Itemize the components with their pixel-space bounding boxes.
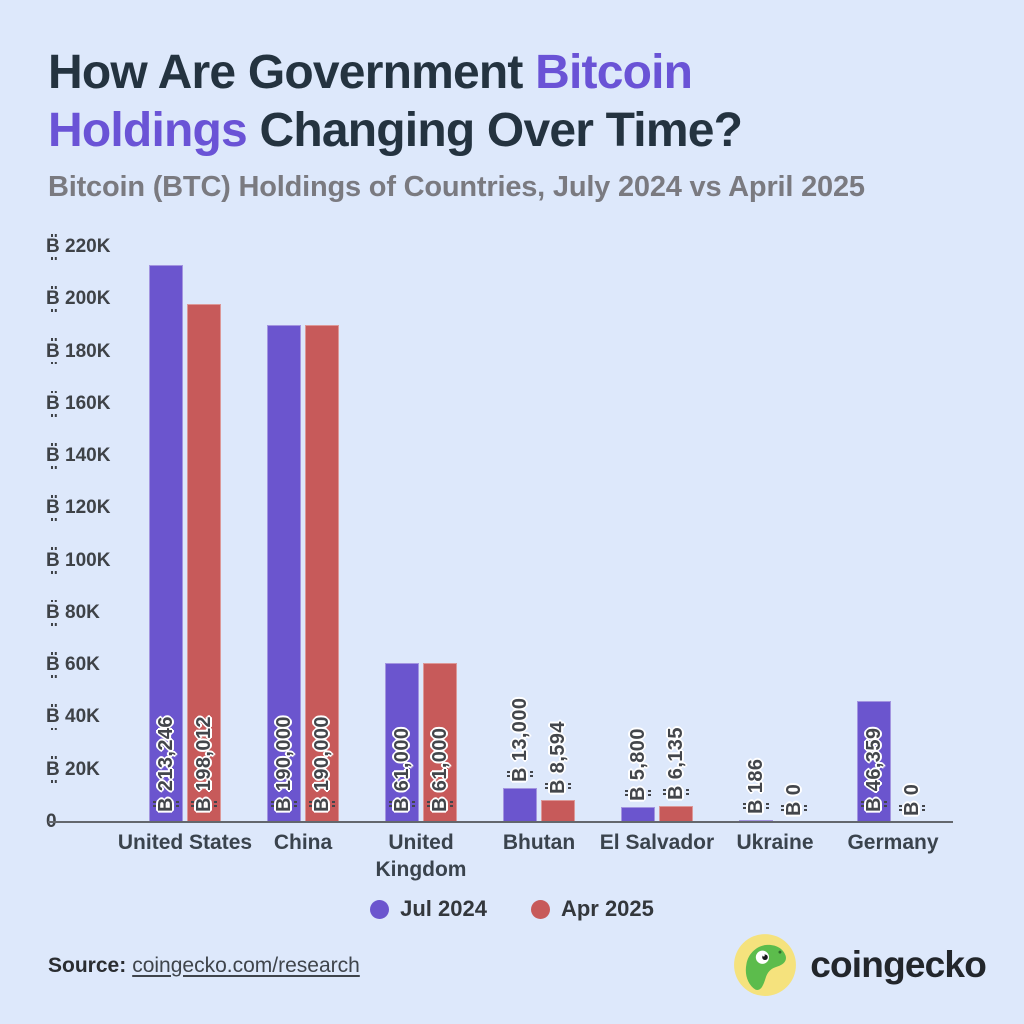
- y-tick-60k: B 60K: [46, 651, 100, 679]
- bitcoin-symbol-icon: B: [46, 651, 60, 679]
- legend-item-jul-2024: Jul 2024: [370, 896, 487, 922]
- y-tick-120k: B 120K: [46, 495, 111, 522]
- source-label: Source:: [48, 954, 127, 977]
- y-tick-20k: B 20K: [46, 756, 100, 783]
- bitcoin-symbol-icon: B: [863, 797, 885, 812]
- bitcoin-symbol-icon: B: [745, 799, 767, 814]
- legend-label-jul-2024: Jul 2024: [400, 896, 487, 921]
- bitcoin-symbol-icon: B: [193, 797, 215, 812]
- legend-dot-jul-2024: [370, 899, 390, 919]
- bitcoin-symbol-icon: B: [155, 797, 177, 812]
- value-label-apr-2025-ukraine: B 0: [783, 783, 805, 816]
- y-tick-220k: B 220K: [46, 233, 111, 260]
- title-dark-1: How Are Government: [48, 46, 523, 99]
- value-label-apr-2025-china: B 190,000: [311, 716, 333, 812]
- bar-apr-2025-china: [305, 325, 339, 822]
- x-label-ukraine: Ukraine: [736, 831, 814, 854]
- bitcoin-symbol-icon: B: [46, 704, 60, 731]
- y-tick-160k: B 160K: [46, 390, 111, 417]
- value-label-jul-2024-bhutan: B 13,000: [509, 697, 531, 783]
- y-tick-80k: B 80K: [46, 599, 100, 626]
- x-label-china: China: [273, 831, 333, 854]
- x-label-germany: Germany: [847, 831, 939, 854]
- bitcoin-symbol-icon: B: [46, 495, 60, 522]
- bar-jul-2024-united-states: [149, 264, 183, 822]
- y-tick-40k: B 40K: [46, 704, 100, 731]
- bitcoin-symbol-icon: B: [46, 756, 60, 783]
- chart-subtitle: Bitcoin (BTC) Holdings of Countries, Jul…: [48, 171, 865, 204]
- page-title: How Are Government Bitcoin Holdings Chan…: [48, 44, 993, 159]
- value-label-jul-2024-ukraine: B 186: [745, 758, 767, 814]
- bitcoin-symbol-icon: B: [311, 797, 333, 812]
- bitcoin-symbol-icon: B: [783, 801, 805, 816]
- value-label-apr-2025-united-kingdom: B 61,000: [429, 727, 451, 812]
- x-label-united-kingdom: United Kingdom: [375, 831, 467, 881]
- bitcoin-symbol-icon: B: [46, 338, 60, 365]
- bitcoin-symbol-icon: B: [46, 599, 60, 626]
- bitcoin-symbol-icon: B: [46, 547, 60, 574]
- bar-apr-2025-bhutan: [541, 799, 575, 822]
- value-label-jul-2024-china: B 190,000: [273, 716, 295, 812]
- chart-legend: Jul 2024 Apr 2025: [0, 896, 1024, 922]
- coingecko-logo-icon: [734, 934, 797, 996]
- value-label-apr-2025-el-salvador: B 6,135: [665, 727, 687, 800]
- x-label-bhutan: Bhutan: [502, 831, 576, 854]
- brand-name: coingecko: [810, 944, 987, 985]
- legend-label-apr-2025: Apr 2025: [560, 896, 654, 921]
- x-label-united-states: United States: [117, 831, 253, 854]
- bar-jul-2024-china: [267, 325, 301, 822]
- source-link[interactable]: coingecko.com/research: [132, 954, 360, 977]
- bitcoin-symbol-icon: B: [627, 785, 649, 801]
- title-dark-2: Changing Over Time?: [259, 103, 743, 157]
- y-tick-100k: B 100K: [46, 547, 111, 574]
- value-label-jul-2024-united-states: B 213,246: [155, 716, 177, 812]
- bitcoin-symbol-icon: B: [46, 390, 60, 417]
- bitcoin-symbol-icon: B: [46, 285, 60, 313]
- brand-lockup: coingecko: [732, 932, 987, 998]
- bitcoin-symbol-icon: B: [46, 442, 60, 469]
- value-label-apr-2025-germany: B 0: [901, 783, 923, 816]
- y-tick-140k: B 140K: [46, 442, 111, 469]
- y-tick-200k: B 200K: [46, 285, 111, 313]
- value-label-apr-2025-united-states: B 198,012: [193, 716, 215, 812]
- x-label-el-salvador: El Salvador: [599, 831, 715, 854]
- bitcoin-symbol-icon: B: [46, 233, 60, 260]
- bitcoin-symbol-icon: B: [429, 797, 451, 812]
- x-axis-line: [48, 821, 953, 823]
- value-label-jul-2024-germany: B 46,359: [863, 727, 885, 812]
- bitcoin-symbol-icon: B: [391, 797, 413, 812]
- title-purple-1: Bitcoin: [535, 46, 693, 99]
- bitcoin-symbol-icon: B: [547, 778, 569, 794]
- source-line: Source: coingecko.com/research: [48, 954, 360, 978]
- bar-jul-2024-bhutan: [503, 788, 537, 822]
- bitcoin-symbol-icon: B: [665, 785, 687, 800]
- bitcoin-symbol-icon: B: [509, 767, 531, 783]
- title-purple-2: Holdings: [48, 103, 248, 157]
- bar-jul-2024-el-salvador: [621, 806, 655, 822]
- y-tick-180k: B 180K: [46, 338, 111, 365]
- value-label-jul-2024-united-kingdom: B 61,000: [391, 727, 413, 812]
- value-label-jul-2024-el-salvador: B 5,800: [627, 727, 649, 801]
- legend-item-apr-2025: Apr 2025: [530, 896, 654, 922]
- bar-jul-2024-united-kingdom: [385, 662, 419, 822]
- header: How Are Government Bitcoin Holdings Chan…: [48, 44, 993, 204]
- bar-apr-2025-el-salvador: [659, 805, 693, 822]
- bar-apr-2025-united-states: [187, 304, 221, 822]
- legend-dot-apr-2025: [530, 899, 550, 919]
- bitcoin-symbol-icon: B: [901, 801, 923, 816]
- value-label-apr-2025-bhutan: B 8,594: [547, 720, 569, 794]
- bitcoin-symbol-icon: B: [273, 797, 295, 812]
